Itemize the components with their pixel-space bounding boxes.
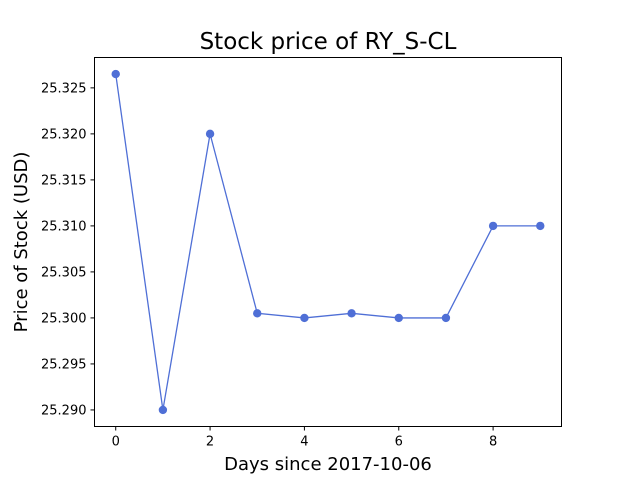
x-tick-label: 4 [300, 435, 308, 450]
y-tick-label: 25.315 [41, 173, 87, 188]
y-tick-label: 25.295 [41, 357, 87, 372]
y-axis-label: Price of Stock (USD) [11, 152, 32, 333]
series-line [115, 73, 541, 411]
data-point [441, 313, 451, 323]
x-tick-label: 6 [395, 435, 403, 450]
data-point [488, 221, 498, 231]
x-axis-label: Days since 2017-10-06 [224, 454, 432, 475]
data-point [394, 313, 403, 323]
data-point [536, 221, 545, 231]
y-tick-label: 25.305 [41, 265, 87, 280]
y-tick-label: 25.290 [41, 403, 87, 418]
y-tick-label: 25.325 [41, 81, 87, 96]
y-tick-label: 25.300 [41, 311, 87, 326]
x-axis: 0 2 4 6 8 [112, 426, 497, 450]
x-tick-label: 2 [206, 435, 214, 450]
data-point [253, 309, 262, 318]
data-point [205, 129, 215, 139]
plot-frame [94, 57, 562, 427]
x-tick-label: 8 [489, 435, 497, 450]
y-axis: 25.290 25.295 25.300 25.305 25.310 25.315 25.3… [41, 81, 95, 418]
x-tick-label: 0 [112, 435, 120, 450]
data-point [347, 309, 356, 318]
y-tick-label: 25.320 [41, 127, 87, 142]
data-point [158, 405, 168, 415]
y-tick-label: 25.310 [41, 219, 87, 234]
chart-title: Stock price of RY_S-CL [200, 29, 457, 55]
data-point [300, 313, 309, 323]
series-points [111, 69, 545, 415]
data-point [111, 69, 120, 79]
